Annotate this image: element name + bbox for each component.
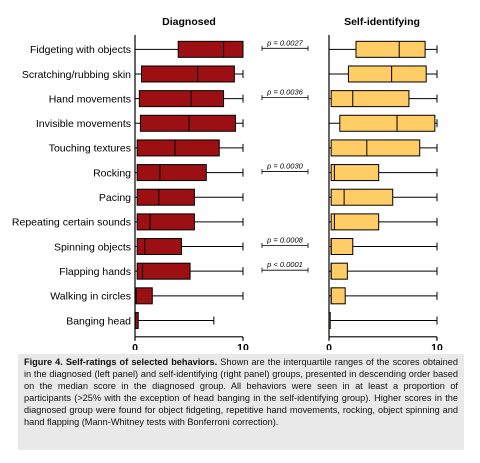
category-label: Repeating certain sounds bbox=[12, 217, 131, 229]
p-value-label: p = 0.0008 bbox=[266, 236, 303, 245]
diagnosed-iqr-box bbox=[139, 114, 236, 132]
p-value-label: p < 0.0001 bbox=[266, 260, 303, 269]
p-value-label: p = 0.0036 bbox=[266, 88, 303, 97]
self-identifying-iqr-box bbox=[330, 90, 410, 108]
self-identifying-iqr-box bbox=[330, 213, 380, 231]
category-label: Pacing bbox=[99, 192, 131, 204]
self-identifying-iqr-box bbox=[330, 139, 421, 157]
category-label: Invisible movements bbox=[36, 118, 131, 130]
category-label: Walking in circles bbox=[50, 291, 131, 303]
category-label: Fidgeting with objects bbox=[30, 44, 131, 56]
self-identifying-iqr-box bbox=[347, 65, 427, 83]
self-identifying-iqr-box bbox=[330, 287, 346, 305]
caption-body: Shown are the interquartile ranges of th… bbox=[24, 357, 458, 427]
self-identifying-x-tick-label: 0 bbox=[326, 342, 332, 350]
diagnosed-iqr-box bbox=[135, 287, 153, 305]
figure-caption: Figure 4. Self-ratings of selected behav… bbox=[18, 354, 464, 450]
p-value-label: p = 0.0027 bbox=[266, 38, 303, 47]
self-identifying-iqr-box bbox=[330, 164, 380, 182]
self-identifying-x-tick-label: 10 bbox=[431, 342, 443, 350]
category-label: Spinning objects bbox=[54, 241, 131, 253]
diagnosed-iqr-box bbox=[136, 213, 195, 231]
diagnosed-iqr-box bbox=[136, 164, 207, 182]
diagnosed-iqr-box bbox=[177, 40, 244, 58]
p-value-label: p = 0.0030 bbox=[266, 162, 303, 171]
category-label: Rocking bbox=[93, 167, 131, 179]
diagnosed-iqr-box bbox=[138, 90, 225, 108]
diagnosed-iqr-box bbox=[136, 238, 182, 256]
category-label: Flapping hands bbox=[59, 266, 131, 278]
self-identifying-iqr-box bbox=[330, 238, 354, 256]
diagnosed-x-tick-label: 0 bbox=[132, 342, 138, 350]
panel-title-self-identifying: Self-identifying bbox=[344, 16, 420, 28]
caption-lead: Figure 4. Self-ratings of selected behav… bbox=[24, 357, 218, 367]
panel-title-diagnosed: Diagnosed bbox=[162, 16, 216, 28]
figure-chart: Diagnosed Self-identifying Fidgeting wit… bbox=[12, 16, 443, 350]
diagnosed-x-tick-label: 10 bbox=[237, 342, 249, 350]
category-label: Banging head bbox=[66, 315, 131, 327]
self-identifying-iqr-box bbox=[355, 40, 426, 58]
diagnosed-iqr-box bbox=[136, 262, 191, 280]
category-label: Touching textures bbox=[49, 143, 131, 155]
diagnosed-iqr-box bbox=[140, 65, 235, 83]
self-identifying-iqr-box bbox=[330, 188, 394, 206]
diagnosed-iqr-box bbox=[136, 139, 220, 157]
category-label: Hand movements bbox=[49, 93, 131, 105]
category-label: Scratching/rubbing skin bbox=[22, 69, 131, 81]
diagnosed-iqr-box bbox=[136, 188, 195, 206]
self-identifying-iqr-box bbox=[339, 114, 436, 132]
self-identifying-iqr-box bbox=[330, 262, 348, 280]
